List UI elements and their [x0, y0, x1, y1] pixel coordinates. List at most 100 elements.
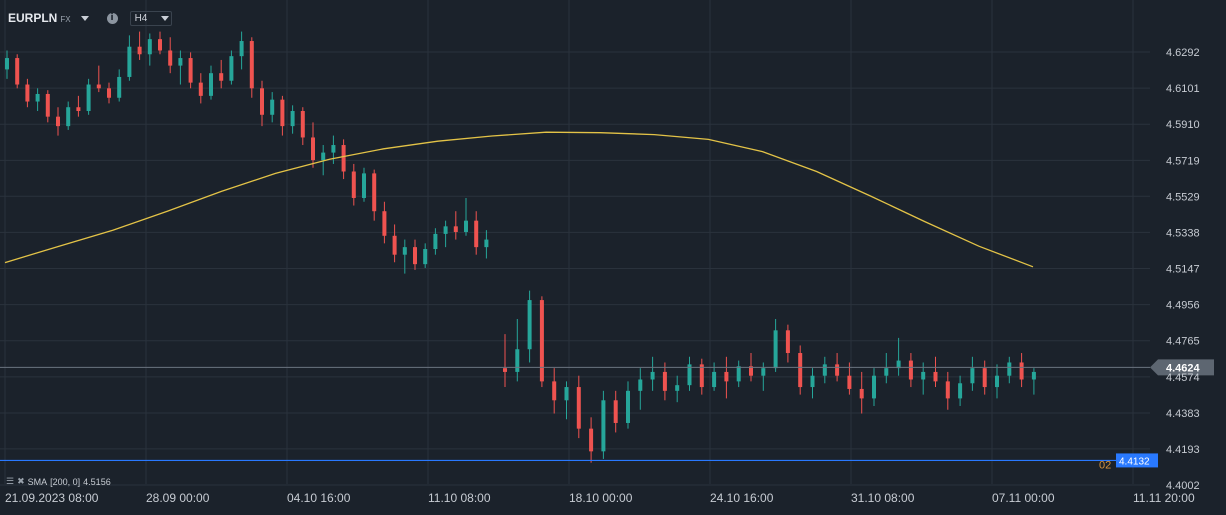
candle-body	[290, 110, 295, 127]
candle-body	[552, 381, 557, 401]
candle-body	[822, 364, 827, 376]
indicator-name: SMA	[27, 476, 48, 487]
candle-body	[127, 46, 132, 77]
candle-body	[372, 173, 377, 212]
candle-body	[958, 383, 963, 399]
candle-body	[945, 381, 950, 399]
y-tick-label: 4.4574	[1166, 372, 1200, 384]
candle-body	[539, 300, 544, 382]
candle-body	[260, 88, 264, 115]
candle-body	[300, 110, 305, 138]
candle-body	[453, 226, 458, 233]
candle-body	[25, 84, 30, 102]
candle-body	[5, 58, 9, 70]
candle-body	[749, 366, 753, 376]
candle-body	[626, 390, 630, 423]
candle-body	[239, 41, 244, 57]
sma-line	[4, 131, 1034, 268]
chart-toolbar: EURPLN FX i H4	[8, 9, 172, 27]
candle-body	[147, 39, 152, 55]
y-tick-label: 4.5529	[1166, 191, 1200, 203]
timeframe-label: H4	[134, 12, 148, 24]
candle-body	[433, 233, 438, 250]
y-tick-label: 4.5338	[1166, 227, 1200, 239]
candle-body	[229, 56, 234, 81]
indicator-params: [200, 0]	[50, 476, 81, 487]
candle-body	[576, 387, 581, 429]
candle-body	[712, 371, 717, 388]
x-tick-label: 31.10 08:00	[851, 491, 915, 505]
candle-body	[443, 226, 448, 234]
y-tick-label: 4.4002	[1166, 480, 1200, 492]
candle-body	[613, 400, 618, 423]
x-tick-label: 18.10 00:00	[569, 491, 633, 505]
x-tick-label: 11.11 20:00	[1133, 491, 1195, 505]
candle-body	[761, 368, 766, 376]
candle-body	[995, 375, 999, 388]
candle-body	[970, 368, 975, 384]
candle-body	[209, 73, 213, 96]
candle-body	[773, 330, 778, 369]
candle-body	[933, 371, 938, 382]
alert-prefix: 02	[1099, 459, 1111, 471]
candle-body	[117, 76, 122, 98]
info-icon[interactable]: i	[106, 12, 118, 24]
candle-body	[847, 375, 852, 389]
alert-price-label: 4.4132	[1119, 456, 1150, 467]
candle-body	[724, 371, 729, 382]
candle-body	[66, 107, 71, 127]
indicator-settings-icon[interactable]: ☰	[6, 476, 15, 486]
y-tick-label: 4.6292	[1166, 47, 1200, 59]
candle-body	[331, 145, 336, 153]
candle-body	[921, 371, 926, 380]
candle-body	[982, 368, 987, 388]
candle-body	[589, 428, 594, 452]
candle-body	[249, 41, 254, 89]
candle-body	[650, 371, 655, 380]
candle-body	[280, 99, 285, 127]
candle-body	[464, 220, 468, 233]
candle-body	[107, 88, 111, 98]
y-tick-label: 4.5910	[1166, 119, 1200, 131]
candle-body	[908, 360, 913, 380]
candle-body	[178, 58, 183, 66]
candle-body	[362, 173, 366, 198]
candle-body	[382, 211, 387, 236]
grid	[0, 0, 1150, 486]
y-tick-label: 4.5719	[1166, 155, 1200, 167]
candle-body	[35, 93, 40, 102]
y-tick-label: 4.6101	[1166, 83, 1200, 95]
x-tick-label: 21.09.2023 08:00	[5, 491, 99, 505]
candle-body	[158, 39, 162, 51]
candle-body	[1007, 362, 1012, 376]
symbol-dropdown-icon[interactable]	[80, 15, 89, 21]
candle-body	[515, 349, 520, 372]
candle-body	[321, 152, 326, 161]
candle-body	[662, 371, 667, 391]
symbol-label[interactable]: EURPLN	[8, 11, 58, 25]
candle-body	[56, 116, 60, 127]
candle-body	[351, 171, 356, 198]
candle-body	[413, 247, 417, 265]
x-tick-label: 11.10 08:00	[428, 491, 491, 505]
candle-body	[1019, 362, 1024, 380]
candle-body	[474, 220, 479, 248]
y-tick-label: 4.4383	[1166, 408, 1200, 420]
candle-body	[675, 385, 680, 391]
candle-body	[198, 82, 203, 96]
market-label: FX	[60, 15, 71, 24]
timeframe-dropdown-icon	[161, 15, 170, 21]
candle-body	[527, 300, 532, 350]
timeframe-select[interactable]: H4	[129, 10, 172, 26]
indicator-remove-icon[interactable]: ✖	[17, 476, 25, 486]
x-tick-label: 28.09 00:00	[146, 491, 210, 505]
candle-body	[884, 368, 889, 376]
candle-body	[798, 353, 803, 388]
candle-body	[835, 364, 840, 376]
candle-body	[859, 388, 864, 399]
current-price-label: 4.4624	[1166, 362, 1201, 374]
x-tick-label: 24.10 16:00	[710, 491, 774, 505]
candle-body	[270, 99, 275, 115]
candle-body	[76, 107, 81, 111]
